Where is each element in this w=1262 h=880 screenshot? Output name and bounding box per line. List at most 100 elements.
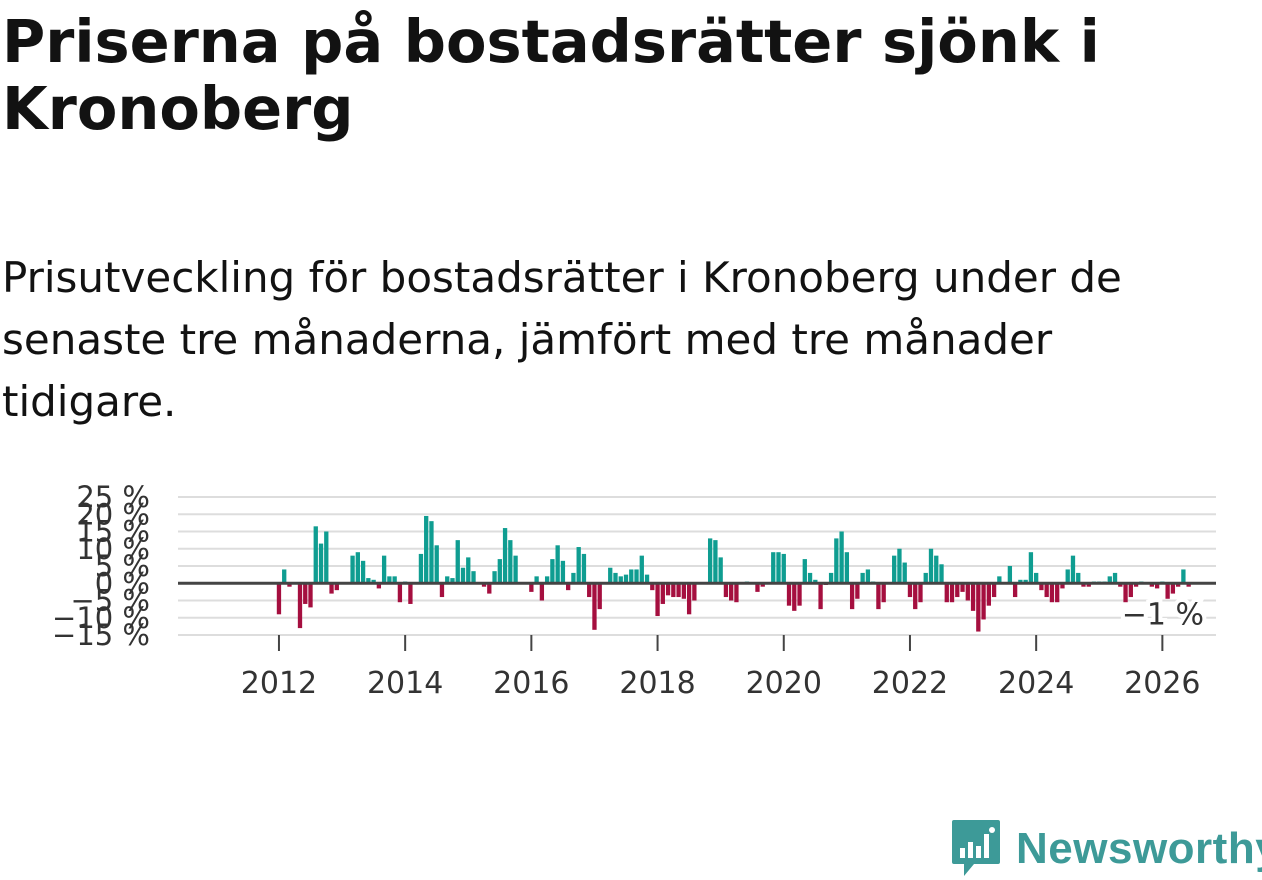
bar bbox=[918, 583, 923, 603]
bar bbox=[949, 583, 955, 603]
bar bbox=[681, 583, 687, 599]
bar bbox=[1012, 583, 1018, 598]
bar bbox=[760, 583, 765, 587]
bar bbox=[881, 583, 886, 603]
bar bbox=[734, 583, 739, 603]
bar bbox=[1081, 583, 1086, 587]
bar bbox=[1007, 566, 1013, 584]
bar bbox=[797, 583, 802, 606]
x-tick-label: 2024 bbox=[998, 666, 1074, 701]
bar bbox=[439, 583, 445, 598]
bar bbox=[418, 553, 424, 584]
bar bbox=[955, 583, 960, 598]
bar bbox=[813, 579, 818, 584]
bar bbox=[828, 572, 834, 584]
bar bbox=[581, 553, 587, 584]
bar bbox=[408, 583, 413, 604]
bar bbox=[1060, 583, 1065, 589]
bar bbox=[623, 574, 629, 584]
bar bbox=[860, 572, 865, 584]
bar bbox=[618, 576, 623, 584]
x-tick-label: 2026 bbox=[1124, 666, 1200, 701]
bar bbox=[1049, 583, 1055, 603]
bar bbox=[781, 553, 786, 584]
bar bbox=[324, 531, 329, 584]
bar bbox=[508, 540, 513, 584]
bar bbox=[303, 583, 308, 604]
bar bbox=[613, 572, 618, 584]
bar bbox=[970, 583, 976, 611]
bar bbox=[1170, 583, 1176, 594]
bar bbox=[913, 583, 918, 610]
bar bbox=[587, 583, 592, 598]
bar bbox=[834, 538, 839, 584]
bar bbox=[686, 583, 692, 615]
y-axis: 25 %20 %15 %10 %5 %0 %−5 %−10 %−15 % bbox=[52, 480, 150, 652]
chart-subtitle: Prisutveckling för bostadsrätter i Krono… bbox=[2, 253, 1122, 426]
y-tick-label: −10 % bbox=[52, 601, 150, 635]
bar bbox=[676, 583, 681, 598]
bar bbox=[513, 555, 518, 584]
last-value-label: −1 % bbox=[1122, 598, 1204, 633]
bar bbox=[466, 557, 471, 584]
bar bbox=[502, 528, 508, 584]
bar bbox=[1039, 583, 1044, 591]
bar bbox=[366, 578, 371, 584]
bar bbox=[1165, 583, 1170, 599]
bar bbox=[313, 526, 318, 584]
x-tick-label: 2018 bbox=[619, 666, 695, 701]
bar bbox=[802, 559, 807, 584]
bar bbox=[392, 576, 397, 584]
bar bbox=[355, 552, 360, 584]
bar bbox=[360, 560, 366, 584]
x-tick-label: 2014 bbox=[367, 666, 443, 701]
bar bbox=[445, 576, 450, 584]
bar bbox=[434, 545, 439, 584]
chart-title: Priserna på bostadsrätter sjönk i Kronob… bbox=[2, 7, 1100, 143]
bar bbox=[1086, 583, 1091, 587]
bar bbox=[960, 583, 965, 592]
bar bbox=[329, 583, 334, 594]
bar bbox=[282, 569, 287, 584]
bar bbox=[1112, 572, 1118, 584]
bar bbox=[308, 583, 313, 608]
bar bbox=[397, 583, 403, 603]
gridlines bbox=[178, 496, 1216, 636]
bar bbox=[1123, 583, 1128, 603]
bar bbox=[902, 562, 907, 584]
bar bbox=[755, 583, 760, 592]
bar bbox=[297, 583, 303, 629]
bar bbox=[1076, 572, 1081, 584]
bar bbox=[707, 538, 713, 584]
bar bbox=[944, 583, 949, 603]
bar bbox=[1128, 583, 1133, 598]
bar bbox=[991, 583, 997, 598]
x-tick-label: 2016 bbox=[493, 666, 569, 701]
bar bbox=[550, 559, 555, 584]
bar bbox=[1118, 583, 1123, 587]
bar bbox=[481, 583, 487, 587]
bar bbox=[634, 569, 639, 584]
bar bbox=[287, 583, 292, 587]
bar bbox=[1133, 583, 1139, 587]
newsworthy-logo-icon bbox=[952, 820, 1000, 876]
bar bbox=[276, 583, 282, 615]
bar bbox=[471, 571, 476, 584]
bar bbox=[723, 583, 729, 598]
x-tick-label: 2012 bbox=[241, 666, 317, 701]
bar bbox=[376, 583, 382, 589]
y-tick-label: −15 % bbox=[52, 618, 150, 652]
bar bbox=[981, 583, 986, 620]
bar bbox=[965, 583, 970, 601]
bar bbox=[318, 543, 324, 584]
bar bbox=[855, 583, 860, 599]
bar bbox=[555, 545, 560, 584]
bar bbox=[334, 583, 339, 591]
bar bbox=[534, 576, 539, 584]
bar bbox=[1044, 583, 1049, 598]
bar bbox=[928, 548, 934, 584]
bar bbox=[939, 564, 944, 584]
x-axis: 2012 2014 2016 2018 2020 2022 2024 2026 bbox=[241, 635, 1201, 701]
bar bbox=[986, 583, 991, 606]
bar bbox=[839, 531, 844, 584]
